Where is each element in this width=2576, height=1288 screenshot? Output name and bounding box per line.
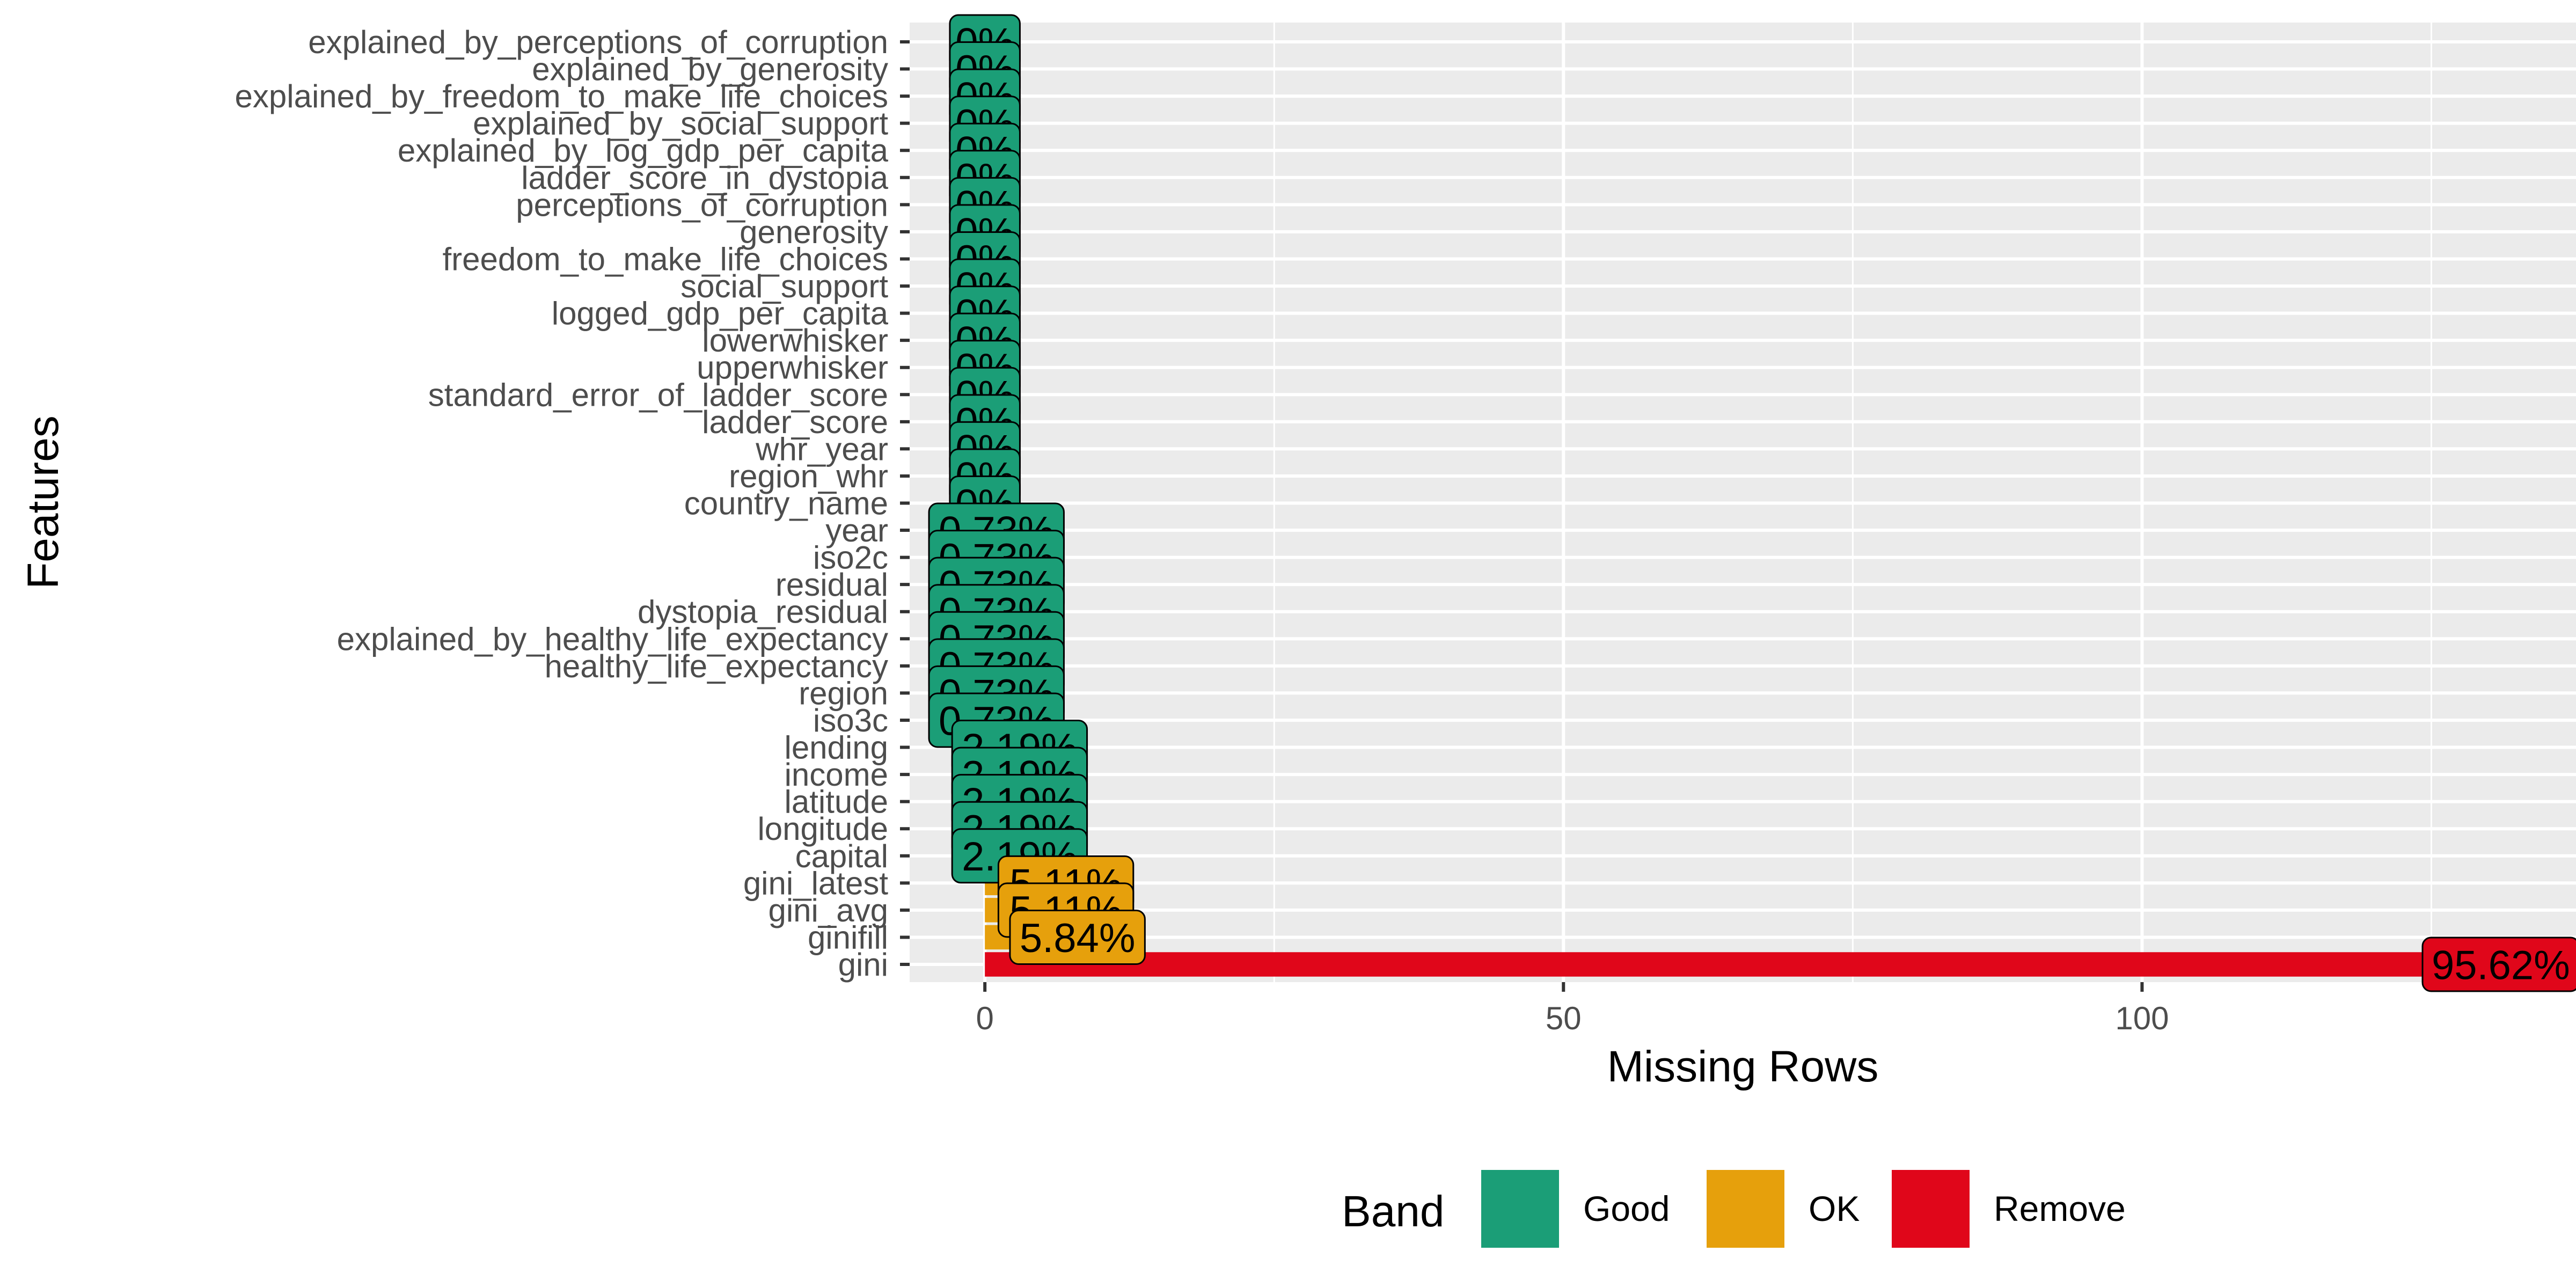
legend-item: OK: [1707, 1170, 1860, 1248]
y-tick-label: explained_by_healthy_life_expectancy: [337, 621, 888, 657]
y-tick-label: iso2c: [813, 540, 888, 576]
y-tick-label: iso3c: [813, 702, 888, 738]
y-tick-label: residual: [775, 567, 888, 603]
y-tick-label: logged_gdp_per_capita: [552, 296, 889, 332]
x-axis-title: Missing Rows: [1607, 1042, 1879, 1091]
legend: Band Good OK Remove: [1342, 1170, 2126, 1248]
x-tick-label: 100: [2115, 1000, 2169, 1036]
x-axis: 0 50 100: [976, 982, 2169, 1036]
legend-label: Remove: [1994, 1189, 2126, 1228]
y-tick-label: healthy_life_expectancy: [545, 648, 888, 684]
legend-key: [1481, 1170, 1559, 1248]
y-tick-label: region: [799, 675, 888, 711]
bar-label-text: 95.62%: [2432, 942, 2570, 988]
y-tick-label: explained_by_perceptions_of_corruption: [308, 24, 888, 60]
y-tick-label: freedom_to_make_life_choices: [443, 241, 888, 277]
legend-item: Remove: [1892, 1170, 2126, 1248]
legend-key: [1892, 1170, 1970, 1248]
y-tick-label: standard_error_of_ladder_score: [428, 377, 888, 413]
y-tick-label: perceptions_of_corruption: [516, 187, 888, 223]
legend-key: [1707, 1170, 1784, 1248]
y-tick-label: explained_by_log_gdp_per_capita: [398, 133, 889, 169]
y-tick-label: explained_by_generosity: [532, 52, 888, 87]
y-tick-label: region_whr: [729, 458, 888, 494]
grid-lines: [910, 23, 2576, 982]
y-tick-label: income: [785, 757, 888, 793]
y-tick-label: social_support: [680, 268, 888, 304]
y-tick-label: ginifill: [808, 919, 888, 955]
bar-label-box: [2421, 936, 2576, 992]
y-tick-label: ladder_score: [702, 404, 888, 440]
y-tick-label: gini_latest: [743, 865, 889, 901]
y-tick-label: capital: [795, 838, 888, 874]
y-axis: explained_by_perceptions_of_corruptionex…: [235, 24, 910, 983]
bar-label: 95.62%: [2421, 936, 2576, 992]
y-tick-label: upperwhisker: [697, 350, 888, 386]
y-tick-label: whr_year: [755, 431, 888, 467]
y-tick-label: country_name: [684, 486, 888, 522]
y-tick-label: gini: [838, 947, 888, 983]
y-tick-label: explained_by_freedom_to_make_life_choice…: [235, 78, 888, 114]
y-tick-label: lending: [784, 730, 888, 766]
x-tick-label: 50: [1546, 1000, 1582, 1036]
y-axis-title: Features: [19, 415, 68, 589]
y-tick-label: dystopia_residual: [638, 594, 888, 630]
legend-title: Band: [1342, 1187, 1445, 1236]
y-tick-label: explained_by_social_support: [473, 106, 888, 142]
y-tick-label: year: [825, 513, 888, 548]
legend-label: Good: [1583, 1189, 1670, 1228]
bar-label-box: [1009, 909, 1146, 965]
legend-label: OK: [1809, 1189, 1860, 1228]
x-tick-label: 0: [976, 1000, 993, 1036]
y-tick-label: gini_avg: [768, 892, 888, 928]
bar: [985, 952, 2501, 977]
bar-label: 5.84%: [1009, 909, 1146, 965]
y-tick-label: lowerwhisker: [702, 323, 888, 358]
legend-item: Good: [1481, 1170, 1670, 1248]
y-tick-label: generosity: [740, 214, 888, 250]
y-tick-label: longitude: [757, 811, 888, 847]
y-tick-label: latitude: [785, 784, 888, 820]
y-tick-label: ladder_score_in_dystopia: [521, 160, 888, 196]
bar-labels-layer: 0%0%0%0%0%0%0%0%0%0%0%0%0%0%0%0%0%0%0.73…: [928, 14, 2576, 992]
bar-label-text: 5.84%: [1020, 916, 1136, 961]
